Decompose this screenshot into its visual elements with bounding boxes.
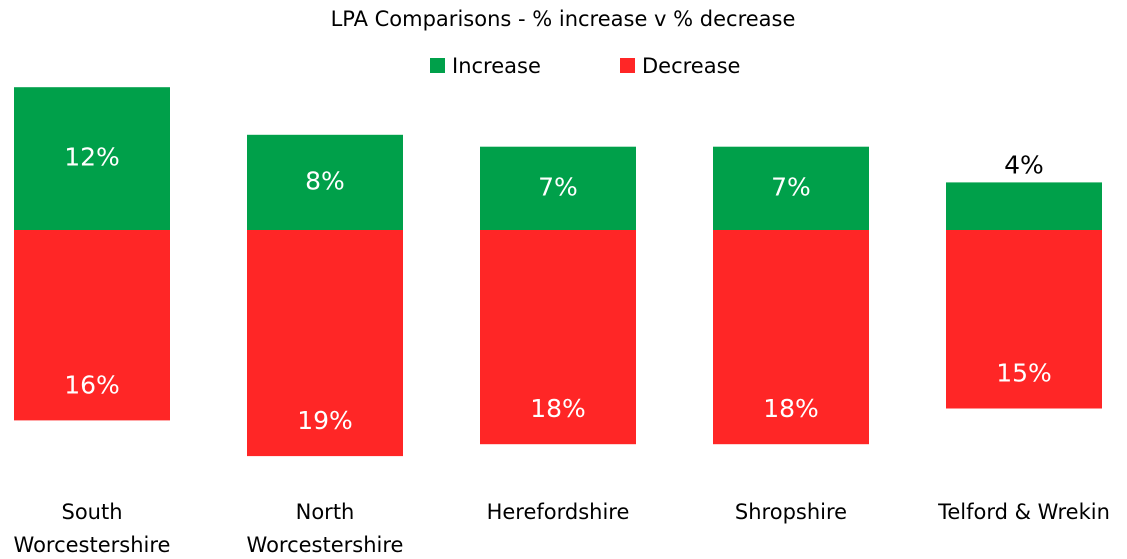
x-tick-line: North xyxy=(296,500,355,524)
x-tick-label: Shropshire xyxy=(735,500,847,524)
data-label: 19% xyxy=(297,406,353,435)
bar xyxy=(247,134,403,230)
data-label: 18% xyxy=(530,394,586,423)
data-label: 4% xyxy=(1004,150,1044,179)
x-tick-label: South Worcestershire xyxy=(14,500,171,557)
bar xyxy=(480,146,636,230)
bar xyxy=(247,230,403,457)
x-tick-line: Worcestershire xyxy=(247,533,404,557)
data-label: 18% xyxy=(763,394,819,423)
x-tick-label: North Worcestershire xyxy=(247,500,404,557)
data-label: 12% xyxy=(64,143,120,172)
bar xyxy=(14,230,170,421)
bar xyxy=(14,87,170,230)
legend-swatch xyxy=(430,58,445,73)
legend-swatch xyxy=(620,58,635,73)
data-label: 15% xyxy=(996,359,1052,388)
legend-label: Decrease xyxy=(642,54,740,78)
legend-label: Increase xyxy=(452,54,541,78)
chart-title: LPA Comparisons - % increase v % decreas… xyxy=(331,7,796,31)
x-tick-label: Herefordshire xyxy=(487,500,630,524)
data-label: 8% xyxy=(305,166,345,195)
bar xyxy=(946,182,1102,230)
data-label: 7% xyxy=(771,172,811,201)
data-label: 7% xyxy=(538,172,578,201)
bar xyxy=(713,146,869,230)
x-tick-line: South xyxy=(61,500,122,524)
bar xyxy=(713,230,869,445)
x-tick-line: Worcestershire xyxy=(14,533,171,557)
bar xyxy=(480,230,636,445)
x-tick-label: Telford & Wrekin xyxy=(937,500,1110,524)
bar xyxy=(946,230,1102,409)
data-label: 16% xyxy=(64,370,120,399)
